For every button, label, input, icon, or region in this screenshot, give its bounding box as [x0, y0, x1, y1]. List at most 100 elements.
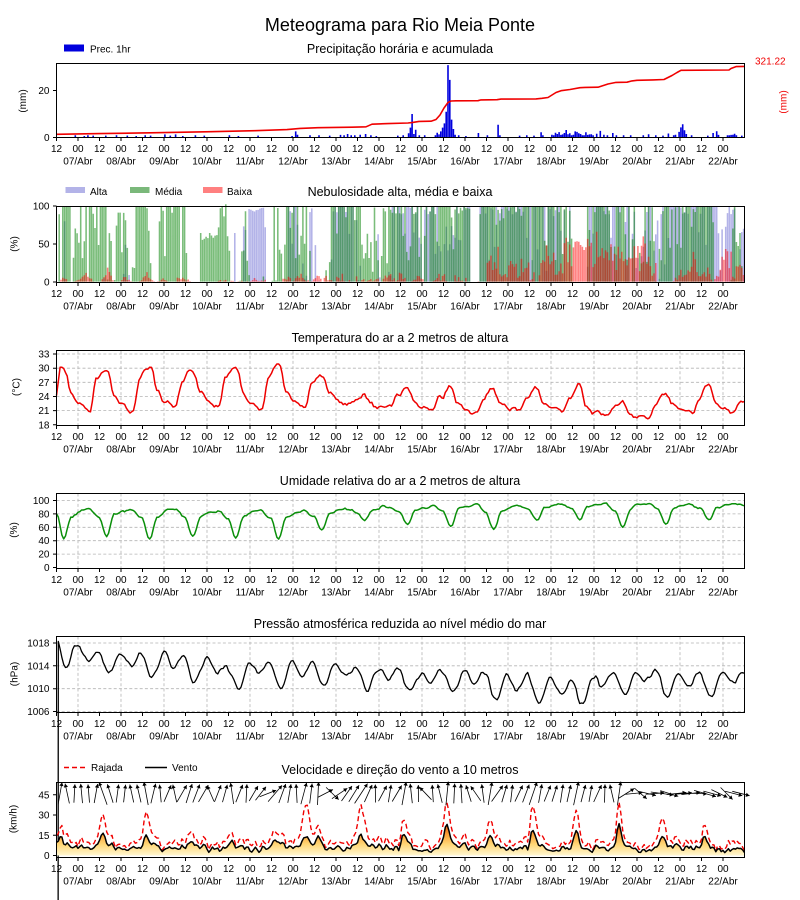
svg-text:12: 12	[653, 719, 665, 730]
svg-text:00: 00	[201, 144, 213, 155]
svg-text:00: 00	[717, 432, 729, 443]
svg-text:12: 12	[309, 432, 321, 443]
svg-text:00: 00	[459, 575, 471, 586]
svg-text:00: 00	[330, 144, 342, 155]
svg-text:18/Abr: 18/Abr	[536, 157, 566, 168]
svg-text:12: 12	[438, 432, 450, 443]
svg-text:12: 12	[223, 289, 235, 300]
svg-text:00: 00	[158, 719, 170, 730]
svg-text:12: 12	[696, 864, 708, 875]
svg-text:00: 00	[330, 864, 342, 875]
svg-text:00: 00	[588, 144, 600, 155]
svg-text:00: 00	[674, 719, 686, 730]
svg-text:14/Abr: 14/Abr	[364, 302, 394, 313]
svg-text:00: 00	[674, 144, 686, 155]
svg-text:12: 12	[567, 432, 579, 443]
svg-text:12: 12	[309, 575, 321, 586]
svg-text:20/Abr: 20/Abr	[622, 732, 652, 743]
svg-text:(mm): (mm)	[18, 89, 29, 112]
svg-text:(°C): (°C)	[12, 378, 23, 396]
svg-text:00: 00	[545, 575, 557, 586]
svg-text:12: 12	[223, 864, 235, 875]
svg-text:0: 0	[44, 278, 50, 289]
svg-text:12: 12	[481, 575, 493, 586]
svg-text:00: 00	[545, 432, 557, 443]
svg-text:12: 12	[524, 719, 536, 730]
svg-text:00: 00	[287, 575, 299, 586]
svg-text:18/Abr: 18/Abr	[536, 445, 566, 456]
svg-text:07/Abr: 07/Abr	[63, 445, 93, 456]
svg-text:00: 00	[330, 575, 342, 586]
svg-text:(%): (%)	[9, 522, 20, 538]
svg-text:00: 00	[330, 719, 342, 730]
svg-text:Alta: Alta	[90, 187, 108, 198]
svg-text:08/Abr: 08/Abr	[106, 445, 136, 456]
svg-text:24: 24	[38, 392, 50, 403]
svg-text:12: 12	[94, 144, 106, 155]
svg-text:00: 00	[674, 289, 686, 300]
svg-text:12: 12	[395, 864, 407, 875]
svg-text:21/Abr: 21/Abr	[665, 877, 695, 888]
svg-text:00: 00	[115, 575, 127, 586]
svg-text:22/Abr: 22/Abr	[708, 732, 738, 743]
svg-text:12: 12	[94, 864, 106, 875]
svg-text:15/Abr: 15/Abr	[407, 302, 437, 313]
svg-text:15/Abr: 15/Abr	[407, 732, 437, 743]
svg-text:15/Abr: 15/Abr	[407, 157, 437, 168]
svg-text:00: 00	[72, 575, 84, 586]
svg-text:12: 12	[481, 432, 493, 443]
svg-text:00: 00	[158, 144, 170, 155]
svg-text:00: 00	[674, 575, 686, 586]
svg-text:18: 18	[38, 420, 50, 431]
svg-text:19/Abr: 19/Abr	[579, 588, 609, 599]
svg-text:07/Abr: 07/Abr	[63, 877, 93, 888]
svg-text:12: 12	[180, 575, 192, 586]
svg-text:12: 12	[653, 864, 665, 875]
svg-text:20/Abr: 20/Abr	[622, 445, 652, 456]
svg-text:00: 00	[244, 432, 256, 443]
svg-text:Vento: Vento	[172, 763, 198, 774]
svg-text:1014: 1014	[27, 661, 50, 672]
svg-text:10/Abr: 10/Abr	[192, 588, 222, 599]
svg-text:09/Abr: 09/Abr	[149, 445, 179, 456]
svg-text:12: 12	[51, 144, 63, 155]
svg-text:12: 12	[610, 144, 622, 155]
svg-text:33: 33	[38, 350, 50, 361]
svg-text:00: 00	[588, 719, 600, 730]
svg-text:12: 12	[395, 289, 407, 300]
svg-text:00: 00	[72, 432, 84, 443]
svg-text:20: 20	[38, 550, 50, 561]
svg-text:00: 00	[459, 144, 471, 155]
svg-text:00: 00	[631, 864, 643, 875]
svg-text:00: 00	[502, 432, 514, 443]
svg-text:07/Abr: 07/Abr	[63, 588, 93, 599]
svg-text:30: 30	[38, 811, 50, 822]
svg-text:12: 12	[481, 719, 493, 730]
svg-text:00: 00	[330, 432, 342, 443]
svg-text:19/Abr: 19/Abr	[579, 302, 609, 313]
svg-text:12: 12	[653, 144, 665, 155]
svg-text:16/Abr: 16/Abr	[450, 732, 480, 743]
svg-text:12: 12	[309, 289, 321, 300]
svg-text:21/Abr: 21/Abr	[665, 302, 695, 313]
svg-text:00: 00	[201, 719, 213, 730]
svg-text:12: 12	[395, 144, 407, 155]
svg-text:100: 100	[33, 496, 50, 507]
svg-text:00: 00	[502, 289, 514, 300]
svg-text:00: 00	[416, 864, 428, 875]
svg-text:00: 00	[545, 144, 557, 155]
svg-text:00: 00	[545, 289, 557, 300]
svg-text:12: 12	[94, 432, 106, 443]
svg-text:Média: Média	[155, 187, 183, 198]
svg-text:15/Abr: 15/Abr	[407, 445, 437, 456]
svg-text:12: 12	[266, 432, 278, 443]
svg-text:12: 12	[137, 432, 149, 443]
svg-text:13/Abr: 13/Abr	[321, 302, 351, 313]
svg-text:12: 12	[438, 144, 450, 155]
svg-text:00: 00	[158, 289, 170, 300]
svg-text:Umidade relativa do ar a 2 met: Umidade relativa do ar a 2 metros de alt…	[280, 474, 520, 488]
svg-text:Rajada: Rajada	[91, 763, 123, 774]
svg-text:13/Abr: 13/Abr	[321, 877, 351, 888]
svg-text:00: 00	[459, 719, 471, 730]
svg-text:12: 12	[438, 864, 450, 875]
